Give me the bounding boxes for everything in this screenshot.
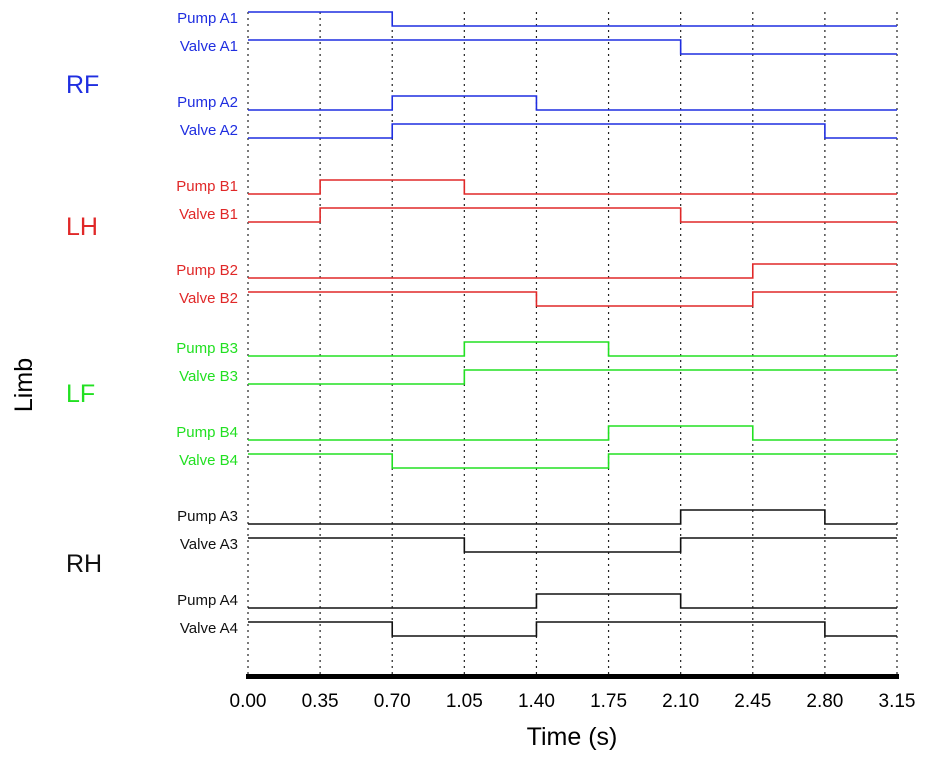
- signal-label-valve-b4: Valve B4: [179, 452, 238, 469]
- signal-trace-pump-a1: [248, 11, 897, 27]
- signal-label-valve-a2: Valve A2: [180, 122, 238, 139]
- signal-trace-valve-b4: [248, 453, 897, 469]
- signal-label-valve-a4: Valve A4: [180, 620, 238, 637]
- x-tick-label: 3.15: [879, 691, 916, 712]
- group-label-lf: LF: [66, 380, 95, 408]
- signal-trace-pump-a4: [248, 593, 897, 609]
- group-label-rh: RH: [66, 550, 102, 578]
- signal-label-pump-a4: Pump A4: [177, 592, 238, 609]
- signal-label-pump-b4: Pump B4: [176, 424, 238, 441]
- x-tick-label: 1.40: [518, 691, 555, 712]
- signal-label-valve-b1: Valve B1: [179, 206, 238, 223]
- signal-trace-valve-a3: [248, 537, 897, 553]
- signal-trace-pump-a2: [248, 95, 897, 111]
- signal-label-valve-b2: Valve B2: [179, 290, 238, 307]
- signal-trace-pump-a3: [248, 509, 897, 525]
- signal-labels: Pump A1 Valve A1 Pump A2 Valve A2 Pump B1 Val…: [176, 10, 238, 637]
- signal-trace-pump-b4: [248, 425, 897, 441]
- signal-trace-pump-b1: [248, 179, 897, 195]
- x-tick-label: 0.00: [230, 691, 267, 712]
- x-tick-label: 0.35: [302, 691, 339, 712]
- signal-label-pump-b2: Pump B2: [176, 262, 238, 279]
- x-tick-label: 0.70: [374, 691, 411, 712]
- signal-label-pump-b3: Pump B3: [176, 340, 238, 357]
- x-tick-label: 1.75: [590, 691, 627, 712]
- signal-label-pump-b1: Pump B1: [176, 178, 238, 195]
- x-tick-label: 2.10: [662, 691, 699, 712]
- x-tick-label: 1.05: [446, 691, 483, 712]
- group-label-rf: RF: [66, 71, 99, 99]
- signal-label-pump-a1: Pump A1: [177, 10, 238, 27]
- signal-label-valve-a1: Valve A1: [180, 38, 238, 55]
- signal-label-valve-a3: Valve A3: [180, 536, 238, 553]
- signal-trace-valve-b3: [248, 369, 897, 385]
- x-axis-line: [246, 674, 899, 679]
- x-tick-label: 2.45: [734, 691, 771, 712]
- signal-trace-pump-b2: [248, 263, 897, 279]
- x-tick-label: 2.80: [806, 691, 843, 712]
- signal-label-pump-a3: Pump A3: [177, 508, 238, 525]
- signal-label-pump-a2: Pump A2: [177, 94, 238, 111]
- x-axis-title: Time (s): [527, 723, 618, 751]
- signal-trace-valve-a1: [248, 39, 897, 55]
- signal-trace-valve-a4: [248, 621, 897, 637]
- x-axis: 0.00 0.35 0.70 1.05 1.40 1.75 2.10 2.45 2.80 3.15: [230, 674, 916, 712]
- group-label-lh: LH: [66, 213, 98, 241]
- signal-trace-valve-b1: [248, 207, 897, 223]
- signal-trace-pump-b3: [248, 341, 897, 357]
- signal-trace-valve-a2: [248, 123, 897, 139]
- signal-trace-valve-b2: [248, 291, 897, 307]
- y-axis-title: Limb: [10, 358, 38, 412]
- grid-lines: [247, 12, 898, 676]
- group-labels: RF LH LF RH: [66, 71, 102, 578]
- signal-label-valve-b3: Valve B3: [179, 368, 238, 385]
- signal-traces: [248, 11, 897, 637]
